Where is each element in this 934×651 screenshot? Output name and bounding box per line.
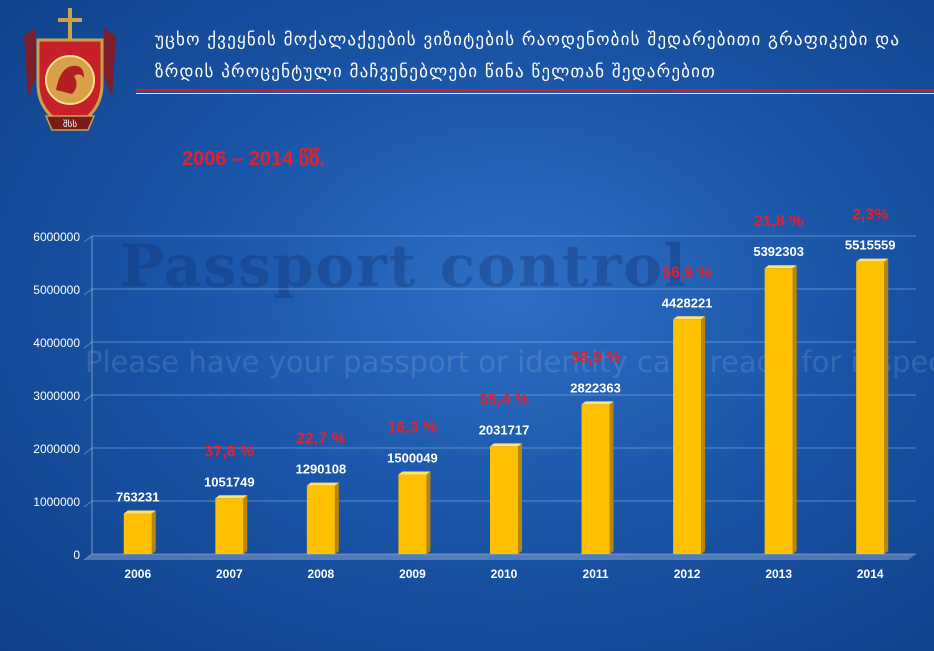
gridline-depth xyxy=(83,394,93,402)
gridline-depth xyxy=(83,500,93,508)
bar-top xyxy=(490,443,522,447)
bar-side xyxy=(701,316,706,554)
x-tick-label: 2010 xyxy=(491,567,518,581)
bar-side xyxy=(151,510,156,554)
data-label: 4428221 xyxy=(662,295,713,310)
y-tick-label: 1000000 xyxy=(33,495,80,509)
x-tick-label: 2007 xyxy=(216,567,243,581)
bar xyxy=(123,513,152,554)
gridline-depth xyxy=(83,341,93,349)
y-tick-label: 4000000 xyxy=(33,336,80,350)
gridline-depth xyxy=(83,235,93,243)
background-sign-text: Passport control xyxy=(120,232,688,300)
growth-label: 22,7 % xyxy=(296,431,346,448)
bar-top xyxy=(398,471,431,475)
bar-top xyxy=(581,401,614,405)
bar xyxy=(764,268,793,554)
bar-side xyxy=(243,495,248,554)
bar-top xyxy=(123,510,156,514)
x-tick-label: 2012 xyxy=(674,567,701,581)
header-divider xyxy=(136,89,934,92)
growth-label: 56,9 % xyxy=(662,264,712,281)
bar-top xyxy=(764,265,797,269)
x-tick-label: 2008 xyxy=(308,567,335,581)
bar-side xyxy=(609,401,614,554)
x-tick-label: 2011 xyxy=(583,567,609,581)
bar xyxy=(856,261,885,554)
data-label: 1290108 xyxy=(296,462,347,477)
growth-label: 38,9 % xyxy=(571,349,621,366)
bar-side xyxy=(884,258,889,554)
bar-side xyxy=(334,482,339,554)
gridline-depth xyxy=(83,447,93,455)
x-tick-label: 2013 xyxy=(765,567,792,581)
bar-side xyxy=(426,471,431,554)
y-tick-label: 5000000 xyxy=(33,283,80,297)
emblem-ribbon-text: შსს xyxy=(63,119,77,130)
bar-top xyxy=(215,495,248,499)
data-label: 2822363 xyxy=(570,380,621,395)
y-tick-label: 3000000 xyxy=(33,389,80,403)
data-label: 1051749 xyxy=(204,474,255,489)
bar-side xyxy=(792,265,797,554)
growth-label: 21,8 % xyxy=(754,213,804,230)
bar xyxy=(398,474,427,554)
bar-side xyxy=(518,443,522,554)
bar-top xyxy=(306,482,339,486)
y-tick-label: 2000000 xyxy=(33,442,80,456)
header-divider-light xyxy=(136,93,934,94)
growth-label: 37,8 % xyxy=(204,443,254,460)
bar xyxy=(673,319,702,554)
x-tick-label: 2014 xyxy=(857,567,884,581)
gridline-depth xyxy=(83,288,93,296)
y-tick-label: 6000000 xyxy=(33,230,80,244)
growth-label: 16,3 % xyxy=(388,419,438,436)
bar-top xyxy=(856,258,889,262)
gridline-depth xyxy=(83,553,93,561)
police-emblem-icon: შსს xyxy=(24,8,116,131)
bar xyxy=(581,404,610,554)
x-tick-label: 2006 xyxy=(124,567,151,581)
data-label: 1500049 xyxy=(387,450,438,465)
data-label: 763231 xyxy=(116,490,159,505)
data-label: 5515559 xyxy=(845,238,896,253)
y-tick-label: 0 xyxy=(73,548,80,562)
growth-label: 35,4 % xyxy=(479,391,529,408)
bar xyxy=(490,446,518,554)
data-label: 5392303 xyxy=(753,244,804,259)
data-label: 2031717 xyxy=(479,422,530,437)
chart-subtitle: 2006 – 2014 წწ. xyxy=(182,148,326,170)
chart-floor xyxy=(84,554,916,560)
growth-label: 2,3% xyxy=(852,207,888,224)
bar xyxy=(215,498,244,554)
bar xyxy=(306,485,335,554)
x-tick-label: 2009 xyxy=(399,567,426,581)
page-title: უცხო ქვეყნის მოქალაქეების ვიზიტების რაოდ… xyxy=(155,30,901,82)
bar-top xyxy=(673,316,706,320)
